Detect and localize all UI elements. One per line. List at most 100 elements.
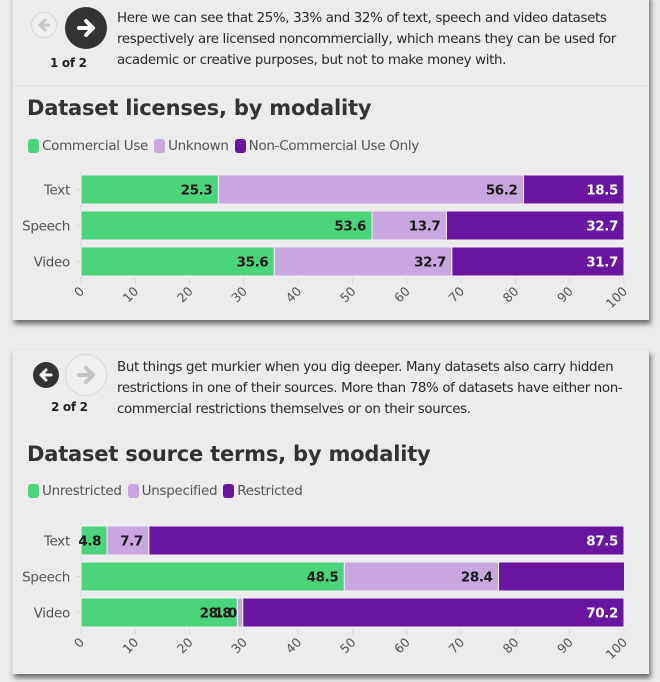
category-label-video: Video [34,606,70,622]
bar-segment-video-restricted[interactable] [242,597,625,628]
data-label: 28.8 [200,606,232,622]
x-tick-label: 40 [282,634,304,656]
legend-swatch [154,139,166,153]
legend-label: Unspecified [141,483,218,499]
x-tick-label: 40 [282,283,304,305]
legend-swatch [28,139,39,153]
data-label: 18.5 [586,183,618,199]
bar-segment-text-commercial-use[interactable] [80,174,219,205]
bar-segment-text-unknown[interactable] [217,174,525,205]
x-tick-label: 60 [391,283,413,305]
data-label: 56.2 [486,183,518,199]
chart-legend: Commercial Use Unknown Non-Commercial Us… [28,138,425,154]
x-tick-label: 90 [554,634,576,656]
arrow-left-icon [38,18,51,32]
step-header: 1 of 2 Here we can see that 25%, 33% and… [13,0,649,86]
x-tick-label: 70 [445,283,467,305]
x-tick-label: 30 [228,634,250,656]
bar-segment-speech-commercial-use[interactable] [80,210,373,241]
category-label-speech: Speech [22,219,70,235]
legend-item-unrestricted[interactable]: Unrestricted [28,483,122,499]
x-tick-label: 100 [603,634,631,662]
data-label: 28.4 [461,570,493,586]
legend-swatch [127,484,139,498]
legend-swatch [223,484,235,498]
x-tick-label: 90 [554,283,576,305]
legend-item-commercial-use[interactable]: Commercial Use [28,138,148,154]
chart-title: Dataset licenses, by modality [27,96,372,120]
x-tick-label: 20 [174,634,196,656]
data-label: 25.3 [181,183,213,199]
legend-label: Restricted [237,483,303,499]
story-panel-1: 1 of 2 Here we can see that 25%, 33% and… [12,0,649,320]
bar-segment-video-unknown[interactable] [273,246,453,277]
prev-button[interactable] [31,12,57,38]
next-button[interactable] [65,7,107,49]
data-label: 48.5 [307,570,339,586]
step-description: Here we can see that 25%, 33% and 32% of… [117,11,616,68]
x-tick-label: 10 [120,283,142,305]
legend-item-unspecified[interactable]: Unspecified [127,483,218,499]
next-button[interactable] [65,354,107,396]
arrow-right-icon [77,19,95,37]
x-tick-label: 60 [391,634,413,656]
legend-swatch [234,139,246,153]
step-counter: 2 of 2 [51,400,88,414]
legend-swatch [28,484,39,498]
data-label: 31.7 [586,255,618,271]
data-label: 1.0 [214,606,237,622]
category-label-speech: Speech [22,570,70,586]
legend-label: Unknown [168,138,229,154]
bar-segment-speech-restricted[interactable] [498,561,626,592]
bar-segment-text-restricted[interactable] [148,525,625,556]
x-tick-label: 50 [337,634,359,656]
category-label-video: Video [34,255,70,271]
legend-label: Commercial Use [42,138,149,154]
data-label: 35.6 [237,255,269,271]
bar-segment-video-unrestricted[interactable] [80,597,238,628]
x-tick-label: 30 [228,283,250,305]
x-tick-label: 10 [120,634,142,656]
legend-item-non-commercial-use-only[interactable]: Non-Commercial Use Only [234,138,420,154]
x-tick-label: 80 [500,634,522,656]
data-label: 53.6 [334,219,366,235]
bar-segment-video-unspecified[interactable] [236,597,244,628]
chart-title: Dataset source terms, by modality [27,442,431,466]
arrow-right-icon [77,366,95,384]
category-label-text: Text [43,534,70,550]
data-label: 32.7 [414,255,446,271]
bar-segment-text-unrestricted[interactable] [80,525,108,556]
x-tick-label: 0 [71,283,87,299]
legend-label: Non-Commercial Use Only [248,138,420,154]
story-panel-2: 2 of 2 But things get murkier when you d… [12,350,649,674]
category-label-text: Text [43,183,70,199]
prev-button[interactable] [33,362,59,388]
legend-item-unknown[interactable]: Unknown [154,138,229,154]
x-tick-label: 80 [500,283,522,305]
data-label: 4.8 [78,534,101,550]
legend-label: Unrestricted [42,483,122,499]
bar-segment-text-unspecified[interactable] [106,525,150,556]
data-label: 70.2 [586,606,618,622]
bar-segment-speech-non-commercial-use-only[interactable] [445,210,625,241]
data-label: 7.7 [120,534,143,550]
bar-segment-speech-unspecified[interactable] [343,561,500,592]
data-label: 87.5 [586,534,618,550]
x-tick-label: 20 [174,283,196,305]
chart-legend: Unrestricted Unspecified Restricted [28,483,309,499]
step-header: 2 of 2 But things get murkier when you d… [13,350,649,421]
x-tick-label: 70 [445,634,467,656]
x-tick-label: 0 [71,634,87,650]
bar-segment-speech-unknown[interactable] [371,210,447,241]
step-counter: 1 of 2 [50,56,87,70]
stacked-bar-chart-licenses: Text 25.3 56.2 18.5 Speech 53.6 13.7 32.7 Video 3… [22,172,630,311]
bar-segment-video-non-commercial-use-only[interactable] [451,246,625,277]
x-tick-label: 50 [337,283,359,305]
bar-segment-speech-unrestricted[interactable] [80,561,345,592]
data-label: 13.7 [409,219,441,235]
data-label: 32.7 [586,219,618,235]
stacked-bar-chart-source-terms: Text 4.8 7.7 87.5 Speech 48.5 28.4 Video 28.81.0… [22,523,631,662]
bar-segment-text-non-commercial-use-only[interactable] [523,174,625,205]
step-description: But things get murkier when you dig deep… [117,360,623,417]
legend-item-restricted[interactable]: Restricted [223,483,303,499]
